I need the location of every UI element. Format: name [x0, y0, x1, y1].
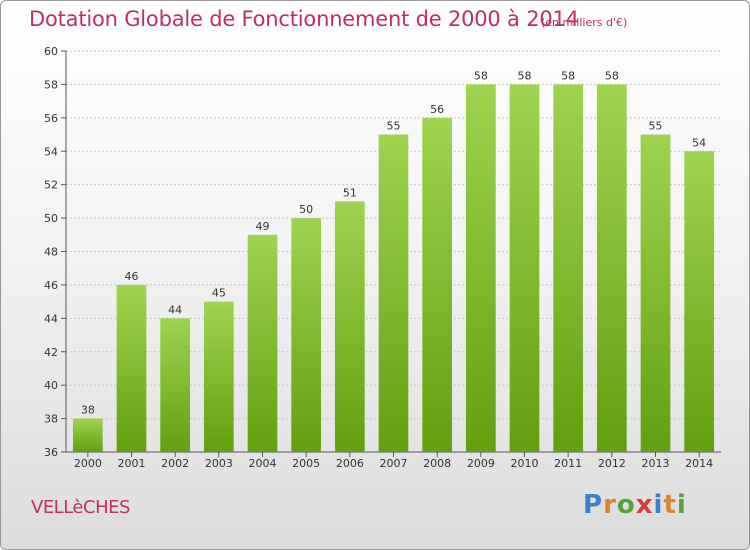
- x-tick-label: 2011: [554, 457, 582, 470]
- x-tick-label: 2012: [598, 457, 626, 470]
- x-tick-label: 2009: [467, 457, 495, 470]
- y-tick-label: 50: [44, 212, 58, 225]
- bar: [422, 117, 453, 452]
- x-tick-label: 2002: [161, 457, 189, 470]
- bar: [203, 301, 234, 452]
- data-label: 54: [692, 136, 706, 149]
- x-tick-label: 2005: [292, 457, 320, 470]
- bar: [116, 284, 147, 452]
- labels: 38 46 44 45 49 50 51 55 56 58 58 58 58 55 54: [81, 69, 706, 416]
- logo-letter: i: [676, 490, 687, 520]
- data-label: 58: [561, 69, 575, 82]
- commune-name: VELLèCHES: [31, 497, 130, 518]
- data-label: 44: [168, 303, 182, 316]
- bar: [509, 84, 540, 453]
- bars: [72, 84, 715, 453]
- data-label: 49: [256, 220, 270, 233]
- data-label: 46: [125, 270, 139, 283]
- x-tick-label: 2010: [511, 457, 539, 470]
- bar: [640, 134, 671, 452]
- bar: [684, 151, 715, 452]
- data-label: 55: [387, 120, 401, 133]
- bar: [72, 418, 103, 452]
- y-tick-label: 48: [44, 246, 58, 259]
- bar: [291, 218, 322, 452]
- y-tick-label: 46: [44, 279, 58, 292]
- x-tick-label: 2004: [249, 457, 277, 470]
- y-tick-label: 58: [44, 78, 58, 91]
- x-tick-label: 2006: [336, 457, 364, 470]
- data-label: 56: [430, 103, 444, 116]
- logo-letter: x: [635, 490, 654, 520]
- data-label: 55: [649, 120, 663, 133]
- x-tick-label: 2014: [685, 457, 713, 470]
- bar: [378, 134, 409, 452]
- bar: [465, 84, 496, 453]
- logo-letter: P: [583, 490, 604, 520]
- y-tick-label: 56: [44, 112, 58, 125]
- bar: [334, 201, 365, 452]
- x-tick-label: 2007: [380, 457, 408, 470]
- bar: [160, 318, 191, 452]
- chart-title: Dotation Globale de Fonctionnement de 20…: [29, 7, 579, 31]
- y-tick-label: 40: [44, 379, 58, 392]
- data-label: 45: [212, 287, 226, 300]
- data-label: 51: [343, 186, 357, 199]
- x-tick-label: 2000: [74, 457, 102, 470]
- bar: [596, 84, 627, 453]
- data-label: 58: [518, 69, 532, 82]
- x-tick-label: 2001: [118, 457, 146, 470]
- bar: [553, 84, 584, 453]
- proxiti-logo[interactable]: Proxiti: [583, 490, 687, 520]
- logo-letter: i: [653, 490, 664, 520]
- chart-unit: (en milliers d'€): [541, 16, 628, 29]
- x-tick-label: 2003: [205, 457, 233, 470]
- y-tick-label: 36: [44, 446, 58, 459]
- data-label: 58: [605, 69, 619, 82]
- x-tick-label: 2008: [423, 457, 451, 470]
- logo-letter: r: [603, 490, 617, 520]
- data-label: 38: [81, 404, 95, 417]
- bar: [247, 234, 278, 452]
- logo-letter: o: [616, 490, 636, 520]
- y-tick-label: 52: [44, 179, 58, 192]
- y-tick-label: 54: [44, 145, 58, 158]
- x-tick-label: 2013: [642, 457, 670, 470]
- y-tick-label: 42: [44, 346, 58, 359]
- data-label: 58: [474, 69, 488, 82]
- logo-letter: t: [663, 490, 677, 520]
- y-tick-label: 44: [44, 312, 58, 325]
- y-tick-label: 38: [44, 413, 58, 426]
- data-label: 50: [299, 203, 313, 216]
- y-tick-label: 60: [44, 45, 58, 58]
